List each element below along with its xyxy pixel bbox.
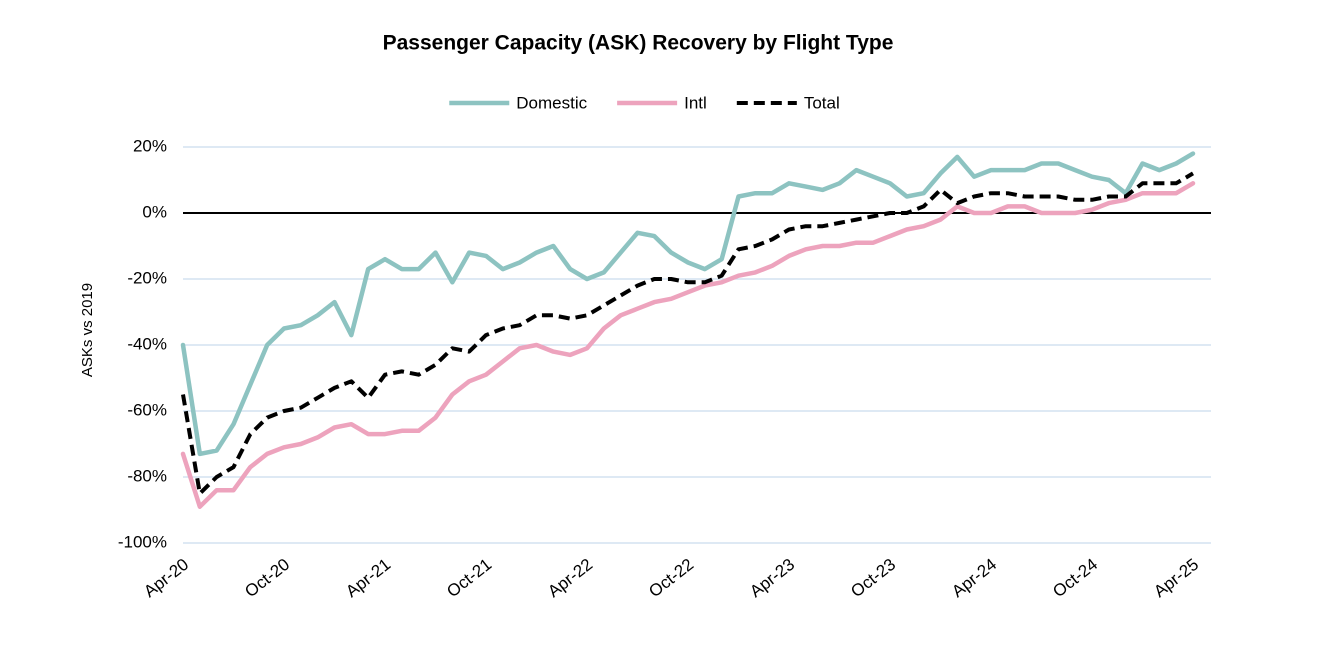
series-line [181, 171, 1195, 496]
y-tick-label: -60% [127, 400, 167, 419]
x-tick-label: Oct-20 [241, 555, 293, 601]
x-tick-label: Apr-22 [544, 555, 596, 601]
y-tick-label: -100% [118, 532, 167, 551]
y-tick-label: 20% [133, 136, 167, 155]
y-tick-label: -20% [127, 268, 167, 287]
x-tick-label: Oct-23 [847, 555, 899, 601]
series-line [180, 151, 1196, 457]
y-tick-label: -40% [127, 334, 167, 353]
x-tick-label: Apr-25 [1150, 555, 1202, 601]
grid [183, 146, 1211, 544]
y-axis-label: ASKs vs 2019 [79, 283, 96, 377]
y-tick-label: -80% [127, 466, 167, 485]
x-tick-label: Apr-24 [948, 555, 1000, 601]
y-tick-label: 0% [142, 202, 167, 221]
legend-label: Intl [684, 93, 707, 112]
series-line [180, 181, 1196, 509]
x-tick-label: Oct-22 [645, 555, 697, 601]
legend-label: Domestic [516, 93, 587, 112]
x-tick-label: Oct-24 [1049, 555, 1101, 601]
legend: Domestic Intl Total [449, 93, 840, 112]
x-tick-label: Apr-23 [746, 555, 798, 601]
chart-title: Passenger Capacity (ASK) Recovery by Fli… [383, 32, 894, 55]
x-tick-label: Apr-21 [342, 555, 394, 601]
x-tick-label: Apr-20 [140, 555, 192, 601]
x-tick-label: Oct-21 [443, 555, 495, 601]
legend-label: Total [804, 93, 840, 112]
